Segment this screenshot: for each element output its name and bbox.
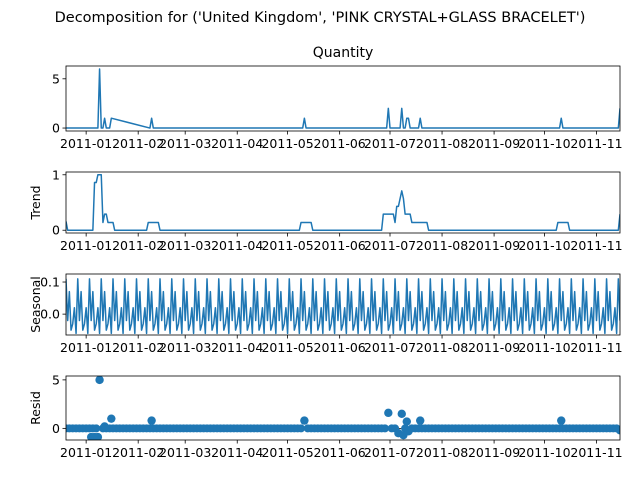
x-tick-label: 2011-06 — [314, 340, 366, 355]
axes-frame — [65, 375, 621, 441]
axes-frame — [65, 171, 621, 234]
y-tick-label: 5 — [52, 71, 60, 86]
x-tick-label: 2011-01 — [60, 238, 112, 253]
x-tick-label: 2011-03 — [159, 136, 211, 151]
resid-point — [402, 417, 411, 426]
plot-area — [66, 376, 620, 440]
plot-area — [66, 278, 620, 335]
x-tick-label: 2011-04 — [211, 238, 263, 253]
x-tick-label: 2011-08 — [416, 340, 468, 355]
y-tick-label: 0 — [52, 121, 60, 136]
x-tick-label: 2011-11 — [570, 238, 622, 253]
resid-point — [557, 416, 566, 425]
x-tick-label: 2011-03 — [159, 445, 211, 460]
x-tick-label: 2011-03 — [159, 340, 211, 355]
resid-point — [100, 422, 109, 431]
x-tick-label: 2011-10 — [518, 340, 570, 355]
x-tick-label: 2011-07 — [364, 340, 416, 355]
x-tick-label: 2011-06 — [314, 238, 366, 253]
axes-frame — [65, 273, 621, 336]
x-tick-label: 2011-06 — [314, 136, 366, 151]
y-tick-label: 5 — [52, 372, 60, 387]
panel-title: Quantity — [313, 45, 374, 61]
x-tick-label: 2011-04 — [211, 136, 263, 151]
x-tick-label: 2011-08 — [416, 136, 468, 151]
y-axis-label: Resid — [28, 391, 43, 425]
x-tick-label: 2011-01 — [60, 340, 112, 355]
x-tick-label: 2011-09 — [468, 136, 520, 151]
x-tick-label: 2011-05 — [261, 136, 313, 151]
plot-area — [66, 68, 620, 129]
resid-point — [93, 432, 103, 440]
resid-point — [300, 416, 309, 425]
resid-point — [615, 426, 620, 435]
x-tick-label: 2011-08 — [416, 445, 468, 460]
x-tick-label: 2011-01 — [60, 136, 112, 151]
x-tick-label: 2011-09 — [468, 340, 520, 355]
x-tick-label: 2011-07 — [364, 445, 416, 460]
y-tick-label: 0 — [52, 223, 60, 238]
x-tick-label: 2011-05 — [261, 340, 313, 355]
x-tick-label: 2011-09 — [468, 445, 520, 460]
resid-point — [416, 416, 425, 425]
resid-point — [107, 414, 116, 423]
x-tick-label: 2011-02 — [112, 340, 164, 355]
x-tick-label: 2011-05 — [261, 445, 313, 460]
x-tick-label: 2011-04 — [211, 445, 263, 460]
y-axis-label: Seasonal — [28, 276, 43, 333]
figure-title: Decomposition for ('United Kingdom', 'PI… — [55, 10, 586, 26]
y-tick-label: 0.0 — [40, 307, 60, 322]
resid-point — [384, 408, 393, 418]
resid-point — [147, 416, 156, 425]
x-tick-label: 2011-02 — [112, 238, 164, 253]
resid-point — [95, 376, 104, 385]
y-tick-label: 1 — [52, 167, 60, 182]
axes-frame — [65, 65, 621, 132]
x-tick-label: 2011-01 — [60, 445, 112, 460]
seasonal-line — [66, 278, 620, 335]
x-tick-label: 2011-11 — [570, 136, 622, 151]
x-tick-label: 2011-10 — [518, 445, 570, 460]
series-line — [66, 174, 620, 231]
series-line — [66, 68, 620, 129]
y-tick-label: 0.1 — [40, 275, 60, 290]
x-tick-label: 2011-04 — [211, 340, 263, 355]
resid-point — [297, 424, 306, 433]
x-tick-label: 2011-06 — [314, 445, 366, 460]
y-tick-label: 0 — [52, 421, 60, 436]
x-tick-label: 2011-02 — [112, 445, 164, 460]
x-tick-label: 2011-07 — [364, 136, 416, 151]
resid-point — [397, 409, 406, 419]
x-tick-label: 2011-11 — [570, 340, 622, 355]
x-tick-label: 2011-02 — [112, 136, 164, 151]
x-tick-label: 2011-07 — [364, 238, 416, 253]
x-tick-label: 2011-08 — [416, 238, 468, 253]
resid-point — [92, 424, 101, 433]
y-axis-label: Trend — [28, 185, 43, 220]
x-tick-label: 2011-10 — [518, 136, 570, 151]
x-tick-label: 2011-11 — [570, 445, 622, 460]
x-tick-label: 2011-10 — [518, 238, 570, 253]
resid-point — [404, 427, 413, 436]
x-tick-label: 2011-05 — [261, 238, 313, 253]
x-tick-label: 2011-03 — [159, 238, 211, 253]
resid-point — [380, 424, 389, 433]
x-tick-label: 2011-09 — [468, 238, 520, 253]
plot-area — [66, 174, 620, 231]
